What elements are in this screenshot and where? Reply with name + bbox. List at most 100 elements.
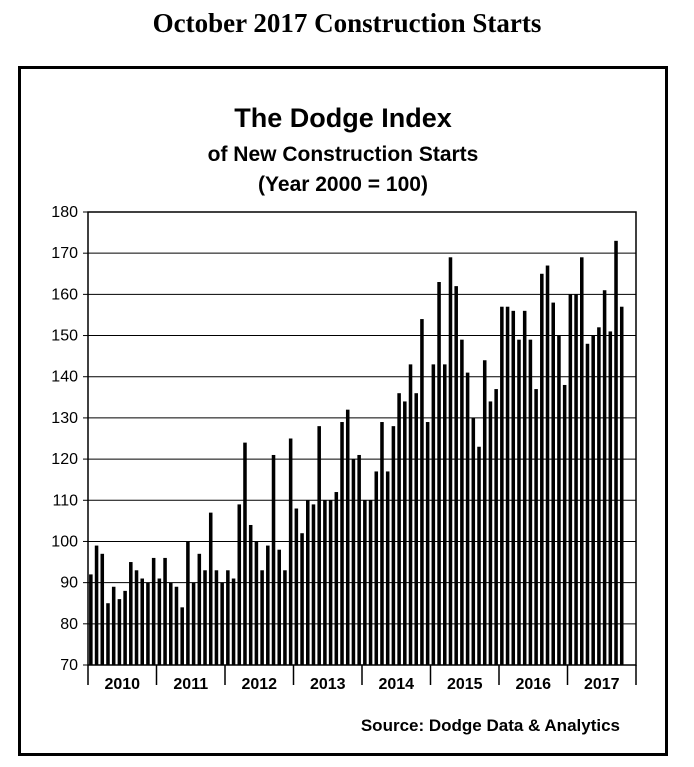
bar [248, 524, 253, 665]
bar [528, 339, 533, 665]
bar [574, 294, 578, 665]
bar [465, 372, 470, 665]
bar [323, 500, 327, 665]
bar [208, 512, 213, 665]
y-tick-label: 150 [51, 328, 78, 345]
y-tick-label: 140 [51, 369, 78, 386]
bar [345, 409, 350, 665]
bar [540, 273, 544, 665]
bar [277, 549, 281, 665]
x-year-label: 2016 [515, 676, 551, 693]
chart-title: The Dodge Index [234, 103, 452, 133]
bar [471, 417, 476, 665]
bar [214, 570, 219, 665]
page-title: October 2017 Construction Starts [152, 8, 542, 38]
bar [448, 257, 453, 665]
chart-frame: The Dodge Index of New Construction Star… [18, 66, 668, 756]
x-year-label: 2014 [378, 676, 414, 693]
bar [334, 492, 339, 665]
y-tick-label: 70 [60, 657, 78, 674]
bar [197, 553, 202, 665]
x-year-label: 2017 [584, 676, 620, 693]
bar [106, 603, 110, 665]
x-year-label: 2013 [310, 676, 346, 693]
y-tick-label: 170 [51, 245, 78, 262]
bar [328, 500, 333, 665]
bar [180, 607, 184, 665]
bar [602, 290, 607, 665]
bar [511, 310, 516, 665]
bar [431, 364, 436, 665]
x-year-label: 2015 [447, 676, 483, 693]
y-tick-label: 180 [51, 204, 78, 221]
bar [151, 557, 156, 665]
bar [500, 306, 504, 665]
bar [482, 360, 487, 665]
bar [614, 240, 618, 665]
bar [568, 294, 573, 665]
bar [408, 364, 413, 665]
bar [522, 310, 527, 665]
bar [129, 562, 133, 665]
bar [368, 500, 373, 665]
y-tick-label: 110 [52, 492, 78, 509]
bar [505, 306, 510, 665]
bar [100, 553, 105, 665]
bar [517, 339, 521, 665]
bar [191, 582, 196, 665]
chart-subtitle: of New Construction Starts [207, 143, 479, 166]
bar [597, 327, 601, 665]
bar [226, 570, 230, 665]
bar [488, 401, 493, 665]
bar [391, 426, 396, 665]
bar [237, 504, 242, 665]
bar [260, 570, 264, 665]
chart-source: Source: Dodge Data & Analytics [360, 716, 620, 735]
x-year-label: 2010 [104, 676, 140, 693]
bar [443, 364, 447, 665]
bar [545, 265, 550, 665]
bar [317, 426, 321, 665]
bar [283, 570, 287, 665]
bar [363, 500, 367, 665]
bar [397, 393, 401, 665]
bar [300, 533, 304, 665]
bar [117, 599, 122, 665]
bar [619, 306, 624, 665]
bar [243, 442, 247, 665]
bar [420, 319, 424, 665]
y-tick-label: 160 [51, 286, 78, 303]
bar [266, 545, 270, 665]
bar [403, 401, 407, 665]
y-tick-label: 80 [60, 616, 78, 633]
bar [454, 286, 458, 665]
bar [174, 586, 179, 665]
bar [169, 582, 173, 665]
y-tick-label: 100 [51, 533, 78, 550]
bar [414, 393, 418, 665]
bar [580, 257, 584, 665]
bar [494, 389, 498, 665]
bar [94, 545, 99, 665]
bar [294, 508, 299, 665]
bar [380, 422, 384, 665]
bar [203, 570, 207, 665]
bar [89, 574, 93, 665]
bar [220, 582, 224, 665]
bar [551, 302, 555, 665]
bar [306, 500, 310, 665]
bar [385, 471, 390, 665]
bar [585, 343, 590, 665]
bar [163, 557, 167, 665]
bar [374, 471, 379, 665]
bar [254, 541, 259, 665]
bar [425, 422, 430, 665]
y-tick-label: 90 [60, 575, 78, 592]
bar [608, 331, 613, 665]
bar [460, 339, 464, 665]
bar [146, 582, 150, 665]
bar [288, 438, 293, 665]
dodge-index-bar-chart: 70 80 90 100 110 120 130 140 150 160 170 180 2010 201… [51, 204, 637, 693]
x-year-label: 2012 [241, 676, 277, 693]
y-tick-label: 130 [51, 410, 78, 427]
